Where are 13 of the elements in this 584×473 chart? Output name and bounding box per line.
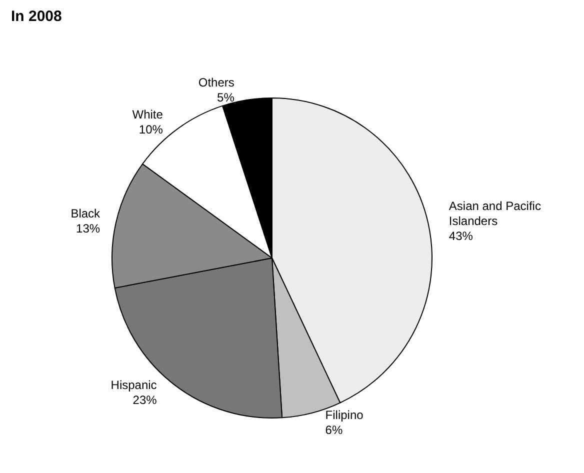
slice-label: Others xyxy=(198,76,234,90)
data-label: 5% xyxy=(217,90,235,105)
data-label: 6% xyxy=(325,423,343,438)
data-label: 13% xyxy=(76,221,100,236)
chart-title: In 2008 xyxy=(11,8,62,25)
slice-label: Filipino xyxy=(325,408,364,422)
data-label: 43% xyxy=(448,228,474,243)
slice-label: Black xyxy=(70,206,102,220)
slice-label: Asian and Pacific Islanders xyxy=(448,198,544,228)
data-label: 10% xyxy=(138,122,164,137)
slice-label: Hispanic xyxy=(110,378,157,392)
slice-label: White xyxy=(132,108,164,122)
data-label: 23% xyxy=(132,392,158,407)
